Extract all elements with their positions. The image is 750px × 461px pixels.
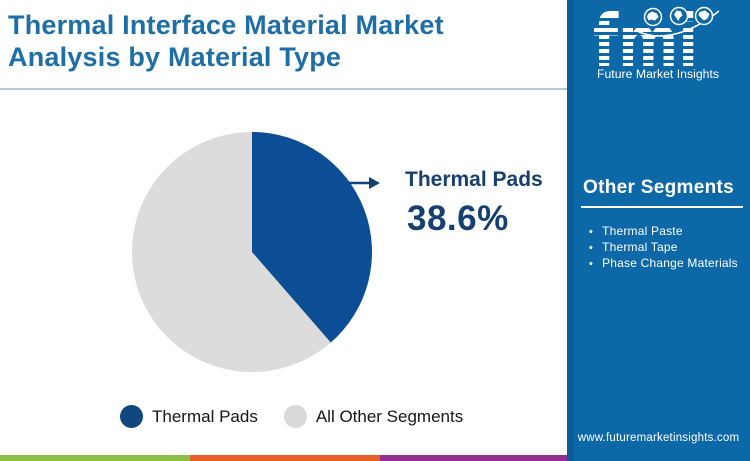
fmi-logo-subtext: Future Market Insights (597, 69, 719, 81)
callout-arrow (349, 177, 380, 189)
globe-americas-icon (643, 7, 663, 27)
other-segments-heading: Other Segments (583, 177, 734, 198)
legend-label: Thermal Pads (152, 406, 258, 426)
list-item-label: Thermal Tape (602, 240, 678, 254)
pie-chart (132, 132, 380, 372)
page-title-line1: Thermal Interface Material Market (8, 10, 444, 40)
chart-legend: Thermal Pads All Other Segments (120, 405, 463, 428)
legend-dot-all-other-segments (283, 405, 307, 428)
callout-label: Thermal Pads (405, 168, 543, 191)
pie-slice-thermal-pads (252, 132, 372, 343)
sidebar-edge-shade (567, 0, 574, 461)
legend-dot-thermal-pads (120, 405, 143, 428)
callout-value: 38.6% (407, 199, 509, 238)
footer-strip-purple (380, 455, 567, 461)
website-url: www.futuremarketinsights.com (577, 432, 740, 444)
legend-item-all-other-segments: All Other Segments (283, 405, 464, 428)
fmi-logo: fmi Future Mar (593, 6, 720, 83)
list-item-label: Thermal Paste (602, 224, 683, 238)
list-item-label: Phase Change Materials (602, 256, 738, 270)
footer-strip-green (0, 455, 190, 461)
footer-strip-orange (190, 455, 380, 461)
legend-item-thermal-pads: Thermal Pads (120, 405, 258, 428)
list-item: Thermal Tape (589, 240, 738, 256)
page-title: Thermal Interface Material Market Analys… (8, 10, 556, 74)
legend-label: All Other Segments (315, 406, 464, 426)
header-divider (0, 88, 567, 90)
brand-sidebar: fmi Future Mar (567, 0, 750, 461)
list-item: Phase Change Materials (589, 256, 738, 272)
list-item: Thermal Paste (589, 224, 738, 240)
other-segments-list: Thermal Paste Thermal Tape Phase Change … (589, 224, 738, 272)
page-title-line2: Analysis by Material Type (8, 41, 342, 72)
globe-europe-africa-icon (669, 6, 689, 26)
other-segments-divider (581, 206, 743, 208)
globe-asia-icon (694, 6, 714, 26)
